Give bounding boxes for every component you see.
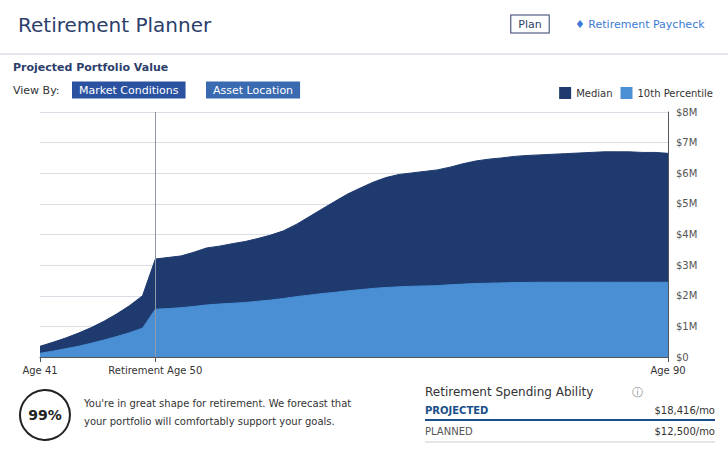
svg-text:$7M: $7M <box>676 137 697 148</box>
svg-text:View By:: View By: <box>13 84 60 97</box>
svg-text:Retirement Spending Ability: Retirement Spending Ability <box>425 385 593 399</box>
svg-text:Age 41: Age 41 <box>22 365 57 376</box>
svg-text:Median: Median <box>576 88 612 99</box>
svg-text:$18,416/mo: $18,416/mo <box>654 405 715 416</box>
svg-text:10th Percentile: 10th Percentile <box>638 88 714 99</box>
svg-text:$8M: $8M <box>676 107 697 118</box>
svg-text:You're in great shape for reti: You're in great shape for retirement. We… <box>83 398 351 409</box>
svg-text:PLANNED: PLANNED <box>425 426 473 437</box>
svg-text:$1M: $1M <box>676 321 697 332</box>
svg-text:Retirement Planner: Retirement Planner <box>18 13 212 37</box>
svg-text:$2M: $2M <box>676 290 697 301</box>
svg-text:Retirement Age 50: Retirement Age 50 <box>108 365 202 376</box>
svg-text:your portfolio will comfortabl: your portfolio will comfortably support … <box>84 416 335 427</box>
svg-text:Age 90: Age 90 <box>650 365 685 376</box>
svg-text:$4M: $4M <box>676 229 697 240</box>
svg-text:$3M: $3M <box>676 260 697 271</box>
svg-text:PROJECTED: PROJECTED <box>425 405 488 416</box>
svg-text:$12,500/mo: $12,500/mo <box>654 426 715 437</box>
svg-text:Projected Portfolio Value: Projected Portfolio Value <box>13 61 168 74</box>
svg-text:Plan: Plan <box>518 18 541 31</box>
svg-text:♦ Retirement Paycheck: ♦ Retirement Paycheck <box>575 18 705 31</box>
svg-text:Asset Location: Asset Location <box>213 84 293 97</box>
svg-text:Market Conditions: Market Conditions <box>79 84 179 97</box>
svg-text:$6M: $6M <box>676 168 697 179</box>
svg-text:$0: $0 <box>676 352 689 363</box>
svg-text:99%: 99% <box>28 407 62 423</box>
svg-text:$5M: $5M <box>676 198 697 209</box>
svg-text:ⓘ: ⓘ <box>632 386 643 399</box>
